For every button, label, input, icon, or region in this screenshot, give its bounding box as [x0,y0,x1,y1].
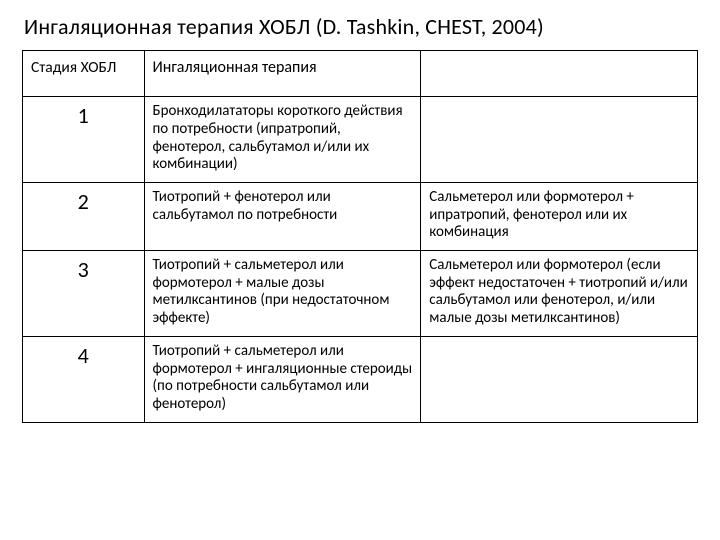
table-row: 3 Тиотропий + сальметерол или формотерол… [23,251,698,337]
cell-therapy-b: Сальметерол или формотерол (если эффект … [421,251,698,337]
col-header-therapy: Ингаляционная терапия [144,51,421,97]
cell-stage: 2 [23,183,145,251]
cell-therapy-a: Бронходилататоры короткого действия по п… [144,97,421,183]
cell-therapy-a: Тиотропий + фенотерол или сальбутамол по… [144,183,421,251]
col-header-blank [421,51,698,97]
cell-stage: 1 [23,97,145,183]
cell-therapy-a: Тиотропий + сальметерол или формотерол +… [144,251,421,337]
col-header-stage: Стадия ХОБЛ [23,51,145,97]
table-row: 4 Тиотропий + сальметерол или формотерол… [23,336,698,422]
cell-therapy-a: Тиотропий + сальметерол или формотерол +… [144,336,421,422]
slide-title: Ингаляционная терапия ХОБЛ (D. Tashkin, … [24,14,698,40]
cell-stage: 4 [23,336,145,422]
table-row: 1 Бронходилататоры короткого действия по… [23,97,698,183]
cell-stage: 3 [23,251,145,337]
therapy-table: Стадия ХОБЛ Ингаляционная терапия 1 Брон… [22,50,698,422]
cell-therapy-b [421,336,698,422]
table-row: 2 Тиотропий + фенотерол или сальбутамол … [23,183,698,251]
slide: Ингаляционная терапия ХОБЛ (D. Tashkin, … [0,0,720,540]
cell-therapy-b: Сальметерол или формотерол + ипратропий,… [421,183,698,251]
cell-therapy-b [421,97,698,183]
table-header-row: Стадия ХОБЛ Ингаляционная терапия [23,51,698,97]
